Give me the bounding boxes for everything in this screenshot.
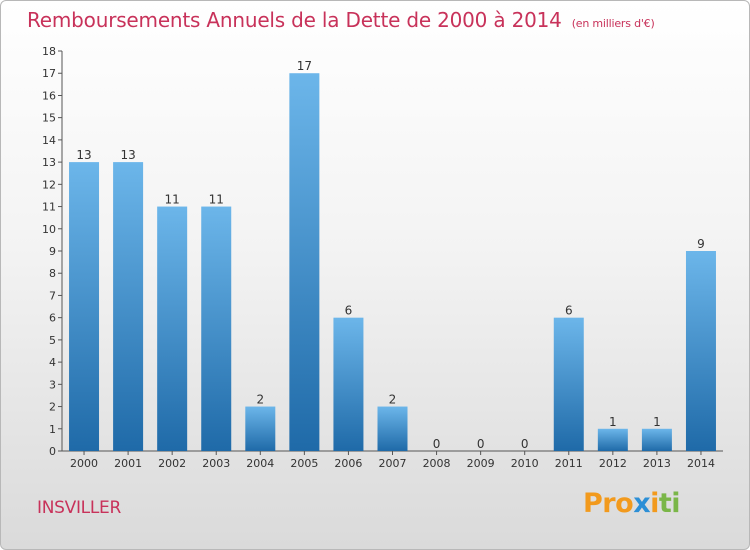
x-tick-label: 2008 bbox=[423, 457, 451, 470]
y-tick-label: 7 bbox=[49, 289, 56, 302]
bar bbox=[553, 317, 584, 451]
y-tick-label: 15 bbox=[42, 112, 56, 125]
y-tick-label: 18 bbox=[42, 45, 56, 58]
y-tick-label: 12 bbox=[42, 178, 56, 191]
x-tick-label: 2007 bbox=[379, 457, 407, 470]
logo-letter: t bbox=[658, 488, 672, 519]
bar bbox=[201, 206, 232, 451]
y-tick-label: 16 bbox=[42, 89, 56, 102]
y-tick-label: 8 bbox=[49, 267, 56, 280]
bar bbox=[245, 406, 276, 451]
data-label: 0 bbox=[433, 437, 441, 451]
logo-letter: x bbox=[633, 488, 651, 519]
x-tick-label: 2013 bbox=[643, 457, 671, 470]
logo-letter: P bbox=[583, 488, 603, 519]
y-tick-label: 10 bbox=[42, 223, 56, 236]
y-tick-label: 17 bbox=[42, 67, 56, 80]
data-label: 1 bbox=[653, 415, 661, 429]
chart-title-text: Remboursements Annuels de la Dette de 20… bbox=[27, 8, 562, 32]
chart-title: Remboursements Annuels de la Dette de 20… bbox=[27, 8, 655, 32]
y-tick-label: 1 bbox=[49, 423, 56, 436]
bar bbox=[113, 162, 144, 451]
logo-letter: i bbox=[671, 488, 681, 519]
bar bbox=[333, 317, 364, 451]
data-label: 17 bbox=[297, 59, 312, 73]
y-tick-label: 4 bbox=[49, 356, 56, 369]
x-tick-label: 2004 bbox=[246, 457, 274, 470]
bar bbox=[377, 406, 408, 451]
commune-name: INSVILLER bbox=[37, 498, 121, 518]
bar bbox=[597, 428, 628, 451]
y-tick-label: 6 bbox=[49, 312, 56, 325]
y-tick-label: 9 bbox=[49, 245, 56, 258]
bar bbox=[685, 251, 716, 451]
x-tick-label: 2009 bbox=[467, 457, 495, 470]
x-tick-label: 2005 bbox=[290, 457, 318, 470]
x-tick-label: 2006 bbox=[334, 457, 362, 470]
bar bbox=[289, 73, 320, 451]
logo-letter: i bbox=[650, 488, 659, 519]
x-tick-label: 2012 bbox=[599, 457, 627, 470]
x-tick-label: 2002 bbox=[158, 457, 186, 470]
data-label: 0 bbox=[477, 437, 485, 451]
bar bbox=[641, 428, 672, 451]
x-tick-label: 2010 bbox=[511, 457, 539, 470]
bar bbox=[157, 206, 188, 451]
logo-letter: o bbox=[615, 488, 634, 519]
data-label: 2 bbox=[389, 393, 397, 407]
y-tick-label: 13 bbox=[42, 156, 56, 169]
x-tick-label: 2000 bbox=[70, 457, 98, 470]
proxiti-logo: Proxiti bbox=[583, 488, 681, 519]
y-tick-label: 0 bbox=[49, 445, 56, 458]
data-label: 6 bbox=[345, 304, 353, 318]
bar bbox=[69, 162, 100, 451]
y-tick-label: 3 bbox=[49, 378, 56, 391]
data-label: 9 bbox=[697, 237, 705, 251]
data-label: 11 bbox=[165, 193, 180, 207]
logo-letter: r bbox=[602, 488, 616, 519]
data-label: 0 bbox=[521, 437, 529, 451]
data-label: 13 bbox=[76, 148, 91, 162]
data-label: 1 bbox=[609, 415, 617, 429]
x-tick-label: 2014 bbox=[687, 457, 715, 470]
chart-unit: (en milliers d'€) bbox=[571, 17, 655, 30]
x-tick-label: 2001 bbox=[114, 457, 142, 470]
x-tick-label: 2011 bbox=[555, 457, 583, 470]
y-tick-label: 5 bbox=[49, 334, 56, 347]
data-label: 2 bbox=[256, 393, 264, 407]
x-tick-label: 2003 bbox=[202, 457, 230, 470]
data-label: 11 bbox=[209, 193, 224, 207]
data-label: 13 bbox=[120, 148, 135, 162]
y-tick-label: 11 bbox=[42, 201, 56, 214]
y-tick-label: 2 bbox=[49, 401, 56, 414]
data-label: 6 bbox=[565, 304, 573, 318]
y-tick-label: 14 bbox=[42, 134, 56, 147]
